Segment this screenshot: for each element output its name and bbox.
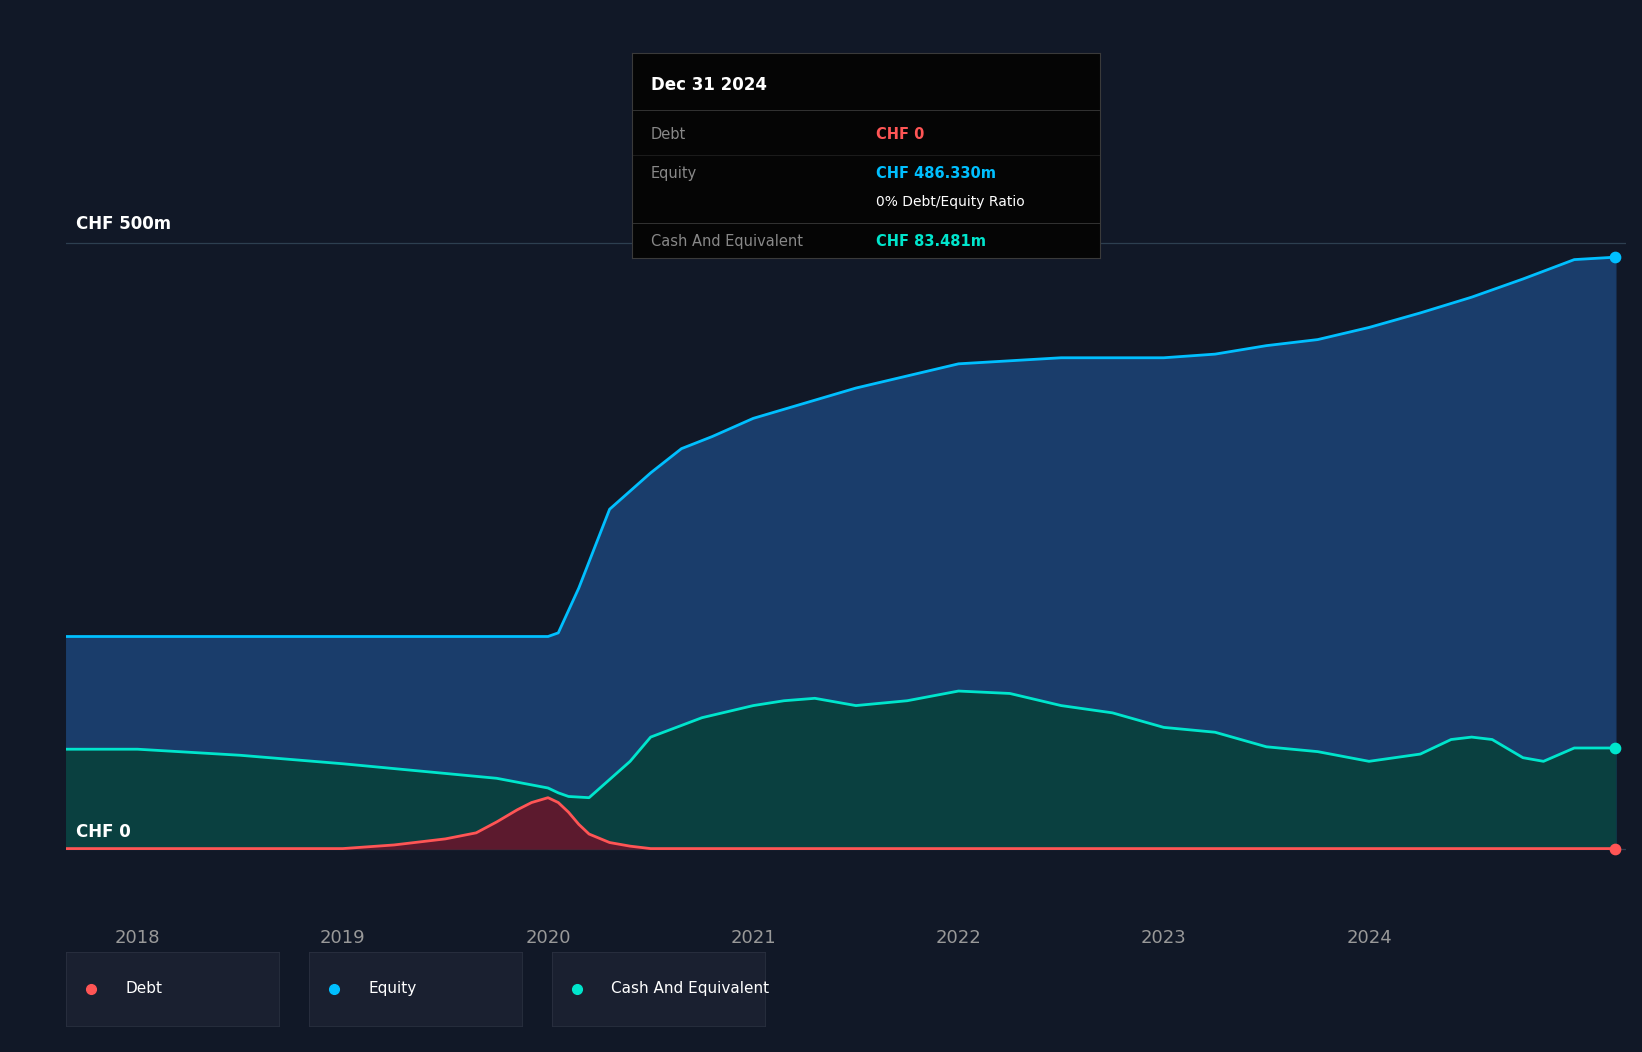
Point	[1603, 248, 1629, 265]
Text: CHF 486.330m: CHF 486.330m	[875, 166, 995, 181]
Text: CHF 0: CHF 0	[76, 824, 131, 842]
Text: CHF 500m: CHF 500m	[76, 215, 171, 232]
Text: Debt: Debt	[650, 127, 686, 142]
Text: Equity: Equity	[368, 982, 417, 996]
Text: CHF 83.481m: CHF 83.481m	[875, 234, 985, 249]
Text: Debt: Debt	[125, 982, 163, 996]
Text: Equity: Equity	[650, 166, 698, 181]
Text: Dec 31 2024: Dec 31 2024	[650, 77, 767, 95]
Point	[1603, 841, 1629, 857]
Text: Cash And Equivalent: Cash And Equivalent	[611, 982, 770, 996]
Text: Cash And Equivalent: Cash And Equivalent	[650, 234, 803, 249]
Point	[1603, 740, 1629, 756]
Text: 0% Debt/Equity Ratio: 0% Debt/Equity Ratio	[875, 196, 1025, 209]
Text: CHF 0: CHF 0	[875, 127, 924, 142]
